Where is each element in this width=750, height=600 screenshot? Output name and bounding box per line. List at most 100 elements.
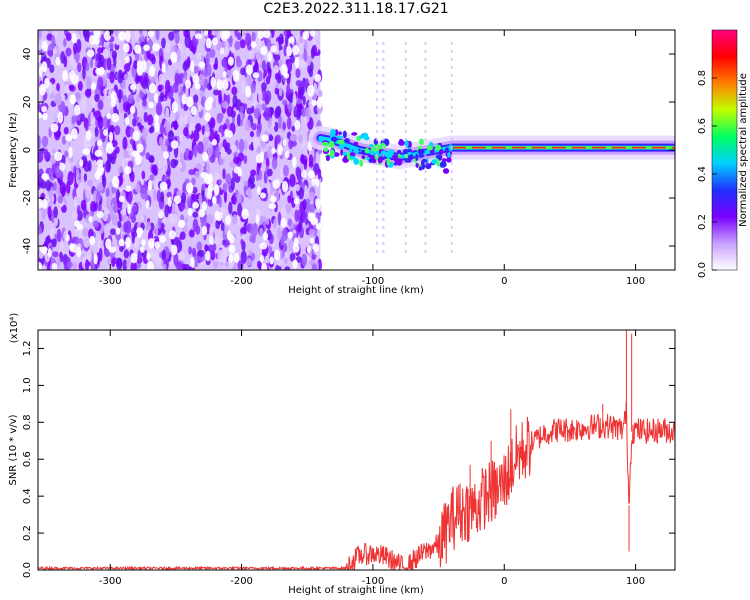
noise-speckle	[108, 89, 112, 100]
noise-gap	[262, 231, 269, 241]
noise-gap	[111, 112, 120, 123]
trace-speckle	[421, 162, 426, 170]
noise-speckle	[283, 44, 287, 57]
noise-speckle	[183, 70, 188, 79]
noise-speckle	[158, 216, 162, 229]
noise-gap	[68, 146, 73, 159]
noise-speckle	[91, 263, 96, 270]
noise-gap	[250, 40, 257, 49]
noise-speckle	[261, 103, 267, 111]
noise-gap	[201, 225, 208, 236]
noise-gap	[41, 40, 48, 52]
noise-speckle	[158, 73, 165, 85]
noise-speckle	[273, 64, 279, 74]
noise-speckle	[201, 183, 206, 191]
noise-speckle	[226, 68, 233, 79]
trace-speckle	[380, 150, 387, 156]
noise-speckle	[209, 117, 216, 129]
noise-speckle	[46, 33, 53, 41]
noise-gap	[124, 117, 130, 126]
noise-gap	[145, 199, 150, 209]
noise-gap	[41, 105, 47, 113]
noise-speckle	[198, 74, 205, 86]
colorbar: 0.0 0.2 0.4 0.6 0.8 Normalized spectral ampl…	[697, 29, 749, 278]
noise-gap	[262, 30, 271, 39]
noise-speckle	[241, 233, 246, 241]
noise-speckle	[65, 47, 72, 57]
noise-speckle	[102, 175, 107, 188]
y-tick-label: 0.0	[22, 562, 33, 578]
noise-speckle	[239, 105, 244, 114]
noise-gap	[268, 203, 277, 210]
noise-gap	[212, 138, 218, 146]
noise-speckle	[61, 204, 67, 213]
noise-speckle	[304, 184, 308, 195]
noise-speckle	[100, 33, 105, 47]
noise-gap	[278, 144, 283, 156]
noise-speckle	[160, 122, 165, 136]
noise-speckle	[94, 94, 100, 102]
noise-speckle	[308, 228, 315, 238]
noise-speckle	[83, 239, 90, 248]
noise-speckle	[53, 181, 57, 192]
noise-speckle	[133, 60, 138, 70]
noise-speckle	[218, 195, 222, 208]
noise-gap	[252, 72, 260, 79]
noise-speckle	[303, 39, 309, 51]
noise-speckle	[85, 186, 90, 199]
noise-gap	[167, 196, 172, 207]
noise-gap	[190, 106, 198, 116]
trace-speckle	[438, 148, 444, 155]
noise-speckle	[83, 173, 88, 182]
noise-speckle	[105, 187, 110, 197]
noise-gap	[41, 173, 50, 180]
noise-gap	[69, 94, 76, 104]
noise-speckle	[87, 160, 92, 172]
trace-speckle	[444, 147, 450, 153]
noise-gap	[203, 30, 209, 37]
noise-speckle	[102, 48, 109, 57]
noise-speckle	[206, 213, 214, 225]
noise-gap	[159, 235, 166, 243]
noise-speckle	[242, 30, 248, 34]
noise-speckle	[207, 143, 214, 157]
noise-gap	[255, 154, 263, 164]
noise-gap	[211, 37, 218, 46]
noise-speckle	[131, 205, 138, 215]
noise-speckle	[140, 214, 145, 223]
noise-speckle	[174, 111, 180, 120]
noise-speckle	[106, 118, 111, 130]
noise-speckle	[303, 158, 308, 170]
noise-gap	[147, 179, 153, 191]
noise-gap	[259, 255, 265, 263]
noise-gap	[271, 147, 276, 155]
noise-speckle	[63, 38, 67, 48]
noise-gap	[192, 201, 199, 209]
trace-speckle	[377, 156, 383, 164]
noise-gap	[96, 210, 104, 219]
noise-gap	[245, 85, 252, 98]
noise-speckle	[300, 153, 305, 164]
noise-speckle	[80, 97, 87, 112]
noise-speckle	[159, 136, 164, 147]
noise-gap	[292, 156, 297, 169]
noise-gap	[292, 259, 298, 269]
noise-speckle	[159, 191, 165, 203]
noise-speckle	[149, 174, 155, 181]
noise-gap	[306, 84, 315, 97]
trace-speckle	[323, 147, 329, 152]
noise-gap	[38, 66, 43, 77]
noise-speckle	[94, 126, 99, 138]
noise-speckle	[68, 84, 75, 91]
noise-speckle	[159, 228, 166, 235]
noise-gap	[211, 196, 217, 205]
noise-gap	[118, 31, 127, 41]
trace-speckle	[369, 144, 374, 148]
noise-gap	[125, 185, 132, 192]
trace-speckle	[418, 138, 424, 146]
noise-speckle	[77, 62, 82, 73]
noise-speckle	[56, 256, 61, 269]
noise-speckle	[264, 90, 272, 103]
trace-speckle	[392, 154, 399, 159]
noise-speckle	[236, 32, 242, 41]
